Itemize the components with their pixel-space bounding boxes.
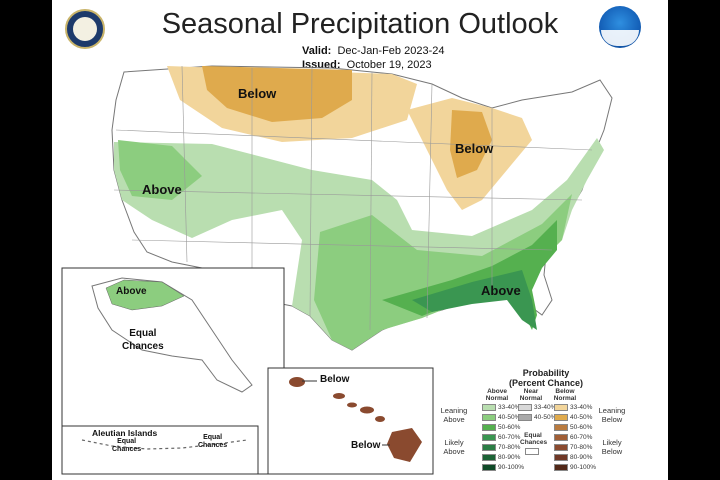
legend-equal-chances: Equal Chances xyxy=(520,432,548,446)
conus-map xyxy=(61,65,613,475)
south-above-medium xyxy=(314,194,572,350)
legend-above-swatch xyxy=(482,444,496,451)
state-lines xyxy=(113,65,593,331)
legend-likely-below: Likely Below xyxy=(601,438,623,456)
legend-above-range: 40-50% xyxy=(498,414,521,421)
legend-below-range: 40-50% xyxy=(570,414,593,421)
valid-value: Dec-Jan-Feb 2023-24 xyxy=(337,45,445,57)
outlook-map-frame: Seasonal Precipitation Outlook Valid: De… xyxy=(52,0,668,480)
issued-value: October 19, 2023 xyxy=(346,59,432,71)
legend-above-range: 60-70% xyxy=(498,434,521,441)
label-southeast-above: Above xyxy=(481,283,521,298)
label-aleutian-title: Aleutian Islands xyxy=(92,428,158,438)
label-north-below: Below xyxy=(238,86,277,101)
legend-near-range: 33-40% xyxy=(534,404,557,411)
legend: Probability (Percent Chance) Above Norma… xyxy=(434,368,664,478)
alaska-above xyxy=(105,279,185,311)
label-hawaii-below-1: Below xyxy=(320,374,350,385)
label-hawaii-below-2: Below xyxy=(351,440,381,451)
legend-title: Probability (Percent Chance) xyxy=(508,368,584,388)
legend-below-swatch xyxy=(554,424,568,431)
label-greatlakes-below: Below xyxy=(455,141,494,156)
legend-below-swatch xyxy=(554,404,568,411)
legend-above-range: 70-80% xyxy=(498,444,521,451)
legend-leaning-above: Leaning Above xyxy=(440,406,468,424)
legend-col-above: Above Normal xyxy=(485,388,509,402)
aleutian-chain xyxy=(81,439,248,450)
label-alaska-above: Above xyxy=(116,286,147,297)
legend-below-swatch xyxy=(554,464,568,471)
legend-below-swatch xyxy=(554,434,568,441)
legend-above-swatch xyxy=(482,424,496,431)
commerce-seal-logo xyxy=(65,9,105,49)
legend-below-swatch xyxy=(554,444,568,451)
valid-line: Valid: Dec-Jan-Feb 2023-24 xyxy=(302,45,444,57)
legend-above-swatch xyxy=(482,414,496,421)
page-title: Seasonal Precipitation Outlook xyxy=(161,8,559,40)
legend-above-range: 50-60% xyxy=(498,424,521,431)
label-aleutian-equal-1: Equal Chances xyxy=(112,438,142,453)
legend-below-range: 80-90% xyxy=(570,454,593,461)
legend-likely-above: Likely Above xyxy=(443,438,465,456)
legend-above-swatch xyxy=(482,464,496,471)
legend-near-swatch xyxy=(518,404,532,411)
legend-above-swatch xyxy=(482,454,496,461)
greatlakes-below-dark xyxy=(450,110,492,178)
west-above-medium xyxy=(118,140,202,200)
aleutian-inset-box xyxy=(61,425,259,475)
label-west-above: Above xyxy=(142,182,182,197)
legend-equal-swatch xyxy=(525,448,539,455)
legend-near-range: 40-50% xyxy=(534,414,557,421)
hawaii-islands xyxy=(289,377,422,462)
legend-below-swatch xyxy=(554,454,568,461)
noaa-logo xyxy=(599,6,641,48)
legend-below-swatch xyxy=(554,414,568,421)
legend-above-swatch xyxy=(482,434,496,441)
label-aleutian-equal-2: Equal Chances xyxy=(198,434,228,449)
legend-above-range: 33-40% xyxy=(498,404,521,411)
label-alaska-equal-chances: Equal Chances xyxy=(122,328,164,352)
legend-below-range: 60-70% xyxy=(570,434,593,441)
legend-below-range: 90-100% xyxy=(570,464,597,471)
legend-below-range: 50-60% xyxy=(570,424,593,431)
legend-col-near: Near Normal xyxy=(519,388,543,402)
legend-above-swatch xyxy=(482,404,496,411)
northern-below-dark xyxy=(202,66,352,122)
legend-leaning-below: Leaning Below xyxy=(598,406,626,424)
valid-label: Valid: xyxy=(302,45,332,57)
legend-below-range: 70-80% xyxy=(570,444,593,451)
legend-above-range: 80-90% xyxy=(498,454,521,461)
legend-below-range: 33-40% xyxy=(570,404,593,411)
legend-near-swatch xyxy=(518,414,532,421)
legend-above-range: 90-100% xyxy=(498,464,525,471)
legend-col-below: Below Normal xyxy=(553,388,577,402)
southeast-above-darkest xyxy=(412,270,537,330)
